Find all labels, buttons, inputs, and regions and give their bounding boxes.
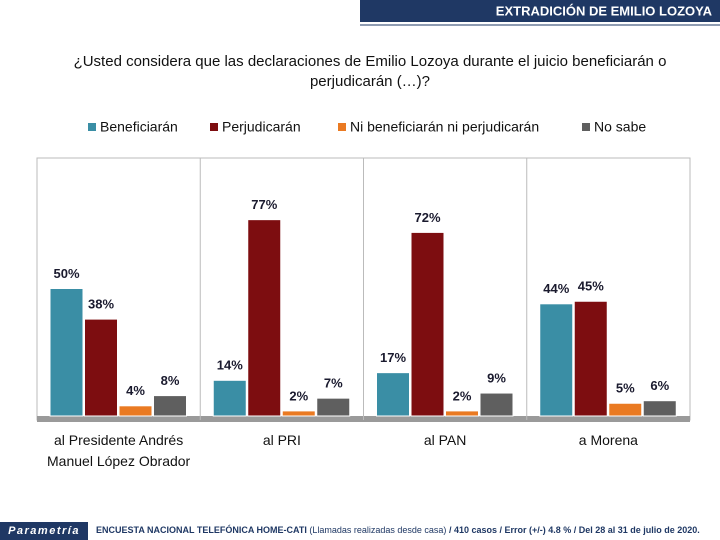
bar	[376, 372, 410, 417]
data-label: 17%	[380, 350, 406, 365]
bar	[445, 410, 479, 417]
survey: ENCUESTA NACIONAL TELEFÓNICA HOME-CATI	[96, 524, 307, 535]
legend-swatch	[210, 123, 218, 131]
data-label: 6%	[650, 378, 669, 393]
data-label: 2%	[453, 388, 472, 403]
brand-box	[0, 522, 88, 540]
bar	[247, 219, 282, 417]
data-label: 7%	[324, 376, 343, 391]
legend-label: Beneficiarán	[100, 119, 178, 135]
legend-label: Ni beneficiarán ni perjudicarán	[350, 119, 539, 135]
legend-label: Perjudicarán	[222, 119, 301, 135]
question: ¿Usted considera que las declaraciones d…	[73, 53, 667, 90]
data-label: 4%	[126, 383, 145, 398]
title-banner	[360, 0, 720, 22]
bar	[84, 318, 118, 417]
data-label: 5%	[616, 381, 635, 396]
legend-swatch	[88, 123, 96, 131]
x-tick-label: al Presidente Andrés Manuel López Obrado…	[47, 432, 191, 469]
x-tick-label: al PRI	[262, 432, 301, 448]
bar	[642, 400, 677, 417]
x-tick-label: al PAN	[423, 432, 467, 448]
bar	[49, 288, 84, 417]
legend-label: No sabe	[594, 119, 646, 135]
bar	[479, 392, 514, 417]
data-label: 72%	[414, 210, 440, 225]
bar	[118, 405, 153, 417]
data-label: 50%	[53, 266, 79, 281]
data-label: 45%	[578, 279, 604, 294]
bar	[212, 379, 247, 417]
bar	[316, 397, 351, 417]
bar	[573, 300, 608, 417]
footer-text: ENCUESTA NACIONAL TELEFÓNICA HOME-CATI (…	[96, 524, 700, 535]
bar	[539, 303, 574, 417]
bar	[281, 410, 316, 417]
note: (Llamadas realizadas desde casa)	[309, 525, 446, 535]
page-title: EXTRADICIÓN DE EMILIO LOZOYA	[496, 3, 713, 18]
x-tick-label: a Morena	[578, 432, 638, 448]
data-label: 2%	[289, 388, 308, 403]
details: / 410 casos / Error (+/-) 4.8 % / Del 28…	[449, 525, 700, 535]
data-label: 38%	[88, 297, 114, 312]
data-label: 44%	[543, 281, 569, 296]
data-label: 9%	[487, 370, 506, 385]
bar	[608, 402, 643, 417]
bar	[153, 395, 187, 417]
data-label: 14%	[217, 358, 243, 373]
data-label: 77%	[251, 197, 277, 212]
brand: Parametría	[8, 525, 80, 537]
legend-swatch	[582, 123, 590, 131]
bar	[410, 231, 445, 417]
legend-swatch	[338, 123, 346, 131]
data-label: 8%	[161, 373, 180, 388]
